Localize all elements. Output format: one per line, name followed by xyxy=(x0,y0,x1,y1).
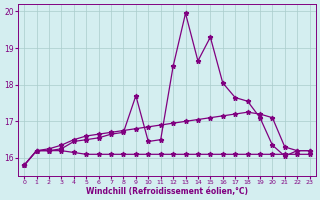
X-axis label: Windchill (Refroidissement éolien,°C): Windchill (Refroidissement éolien,°C) xyxy=(86,187,248,196)
